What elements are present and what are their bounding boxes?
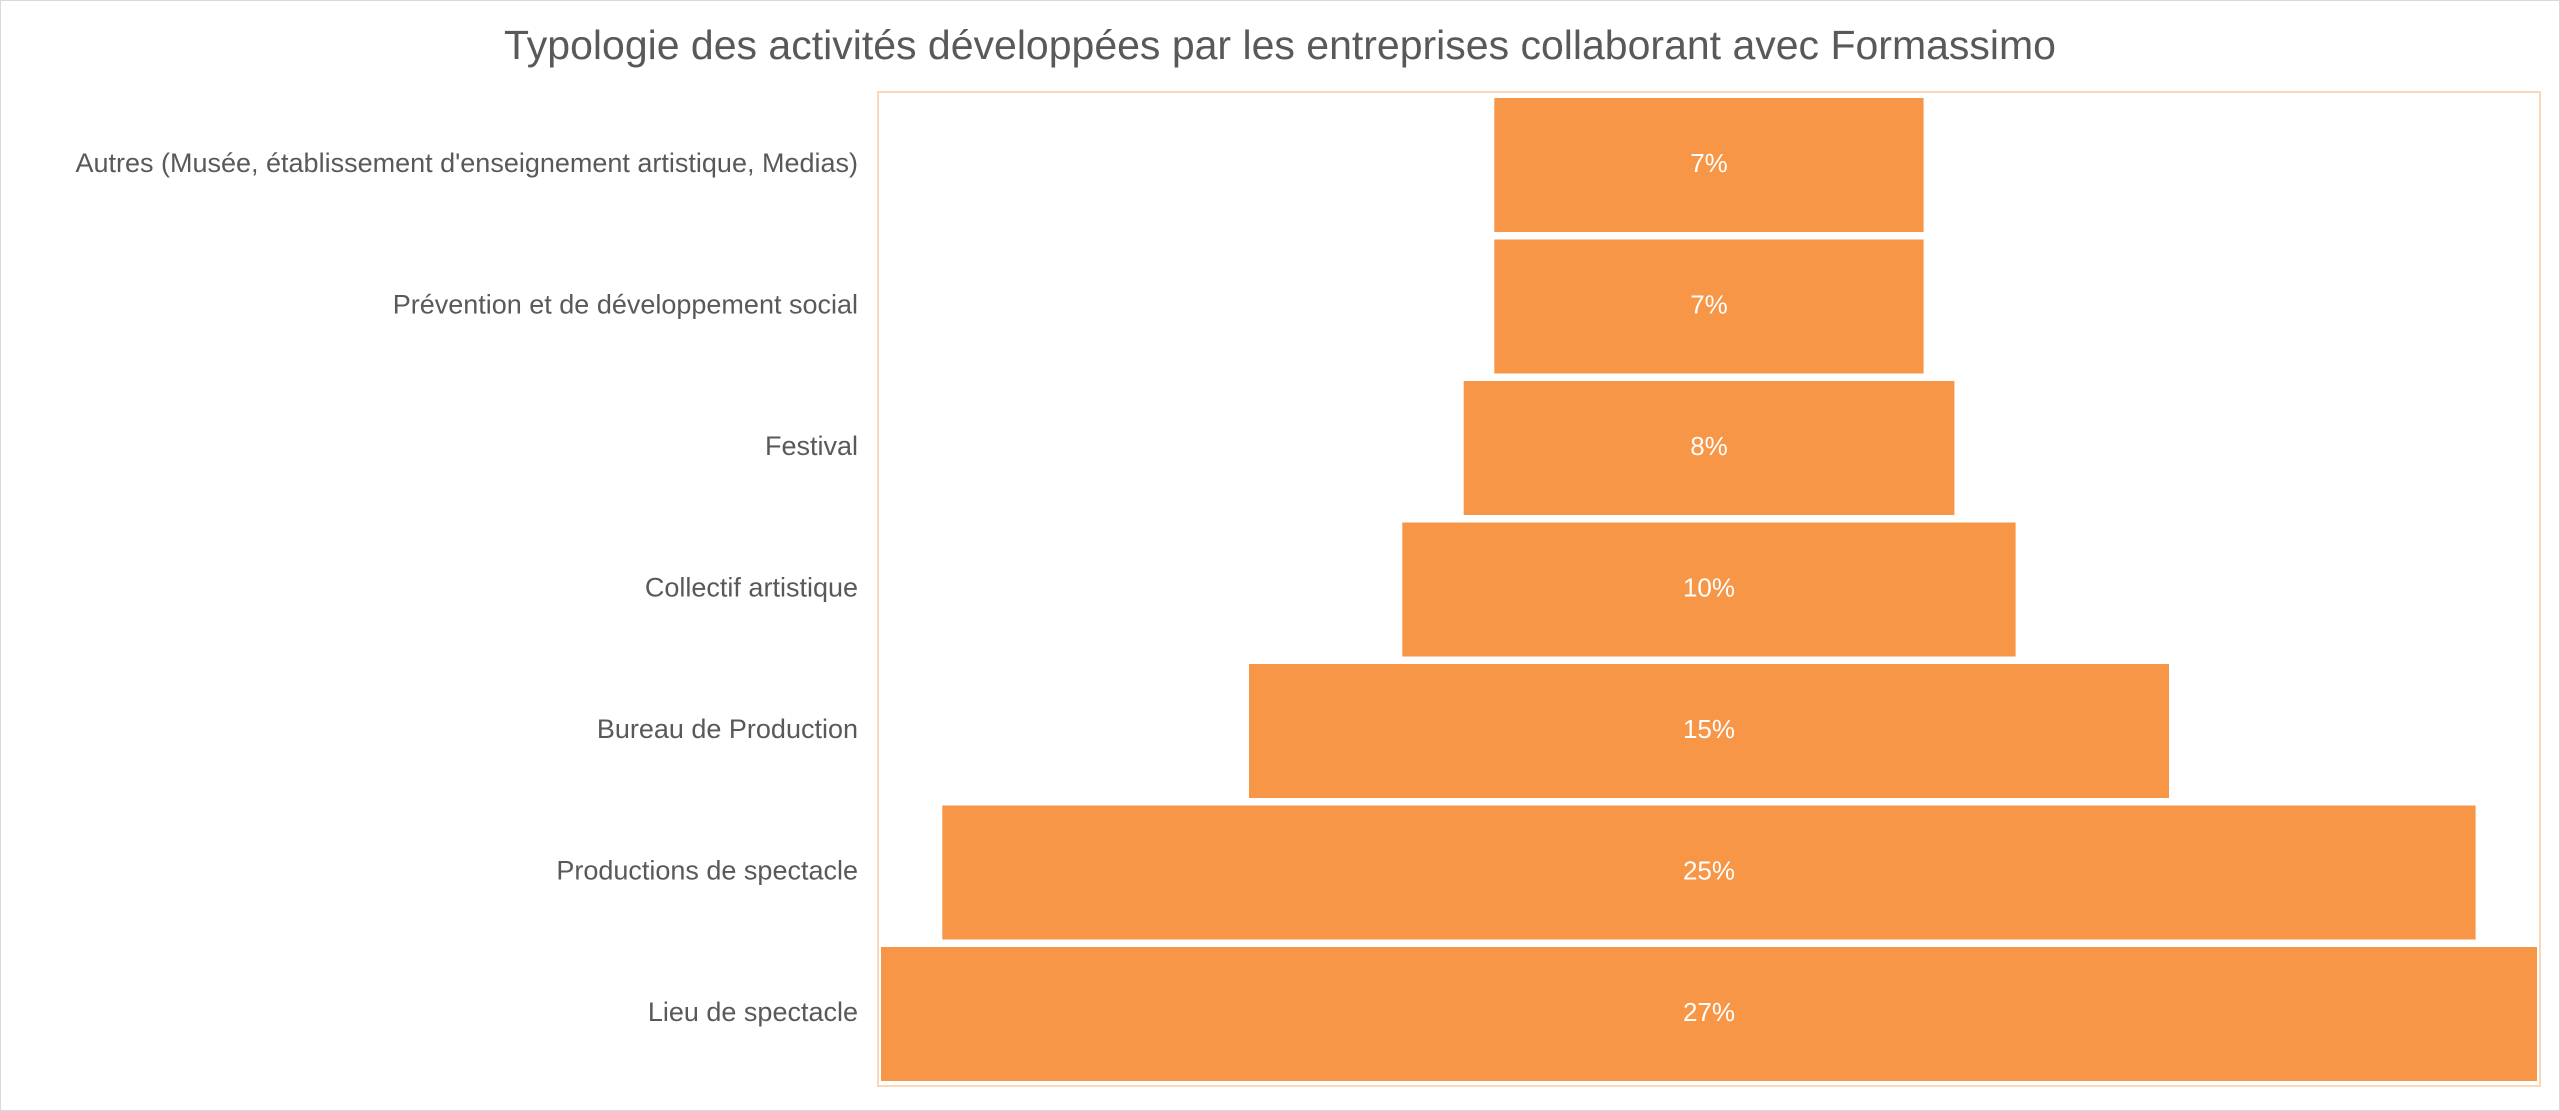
plot-area	[877, 91, 2541, 1087]
category-label: Collectif artistique	[645, 573, 858, 603]
bar-data-label: 7%	[1690, 148, 1728, 178]
chart-title: Typologie des activités développées par …	[504, 22, 2056, 68]
bars-layer: 7% Autres (Musée, établissement d'enseign…	[75, 98, 2537, 1081]
funnel-bar	[1249, 664, 2169, 798]
funnel-bar	[1494, 98, 1924, 232]
bar-data-label: 10%	[1683, 572, 1735, 602]
funnel-bar	[881, 947, 2537, 1081]
funnel-bar	[1402, 522, 2016, 657]
funnel-bar	[1494, 239, 1924, 374]
category-label: Bureau de Production	[597, 714, 858, 744]
category-label: Lieu de spectacle	[648, 997, 858, 1027]
bar-data-label: 7%	[1690, 289, 1728, 319]
category-label: Festival	[765, 431, 858, 461]
bar-data-label: 27%	[1683, 997, 1735, 1027]
bar-data-label: 8%	[1690, 431, 1728, 461]
bar-data-label: 25%	[1683, 855, 1735, 885]
funnel-bar	[942, 805, 2476, 940]
category-label: Prévention et de développement social	[393, 290, 858, 320]
category-label: Autres (Musée, établissement d'enseignem…	[75, 148, 858, 178]
bar-data-label: 15%	[1683, 714, 1735, 744]
funnel-bar	[1463, 381, 1955, 515]
category-label: Productions de spectacle	[556, 856, 858, 886]
